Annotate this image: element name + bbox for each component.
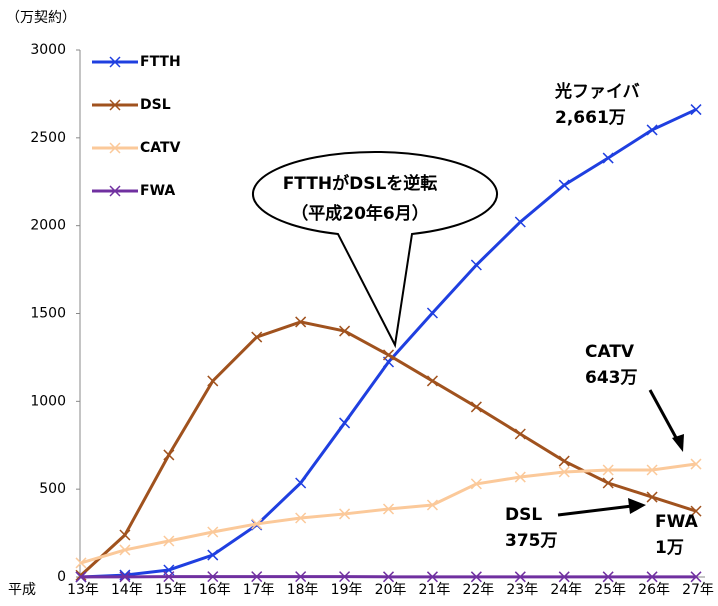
y-tick-label: 2500 bbox=[30, 130, 66, 146]
marker bbox=[427, 308, 437, 318]
x-tick-label: 21年 bbox=[419, 582, 451, 598]
marker bbox=[559, 180, 569, 190]
annotation: CATV bbox=[585, 342, 635, 362]
legend-label: FTTH bbox=[140, 54, 181, 70]
x-tick-label: 27年 bbox=[682, 582, 714, 598]
legend-label: FWA bbox=[140, 183, 175, 199]
y-tick-label: 1000 bbox=[30, 393, 66, 409]
x-tick-label: 17年 bbox=[243, 582, 275, 598]
arrow-head bbox=[628, 498, 646, 514]
arrow bbox=[558, 506, 632, 515]
marker bbox=[515, 217, 525, 227]
x-tick-label: 24年 bbox=[550, 582, 582, 598]
annotation: 2,661万 bbox=[555, 108, 626, 128]
x-tick-label: 18年 bbox=[287, 582, 319, 598]
x-tick-label: 16年 bbox=[199, 582, 231, 598]
x-prefix: 平成 bbox=[8, 582, 36, 598]
y-tick-label: 0 bbox=[57, 569, 66, 585]
x-tick-label: 26年 bbox=[638, 582, 670, 598]
y-tick-label: 1500 bbox=[30, 306, 66, 322]
annotation: 光ファイバ bbox=[554, 81, 640, 102]
annotation: FWA bbox=[655, 512, 699, 532]
x-tick-label: 25年 bbox=[594, 582, 626, 598]
legend-label: CATV bbox=[140, 140, 181, 156]
marker bbox=[427, 376, 437, 386]
marker bbox=[384, 350, 394, 360]
marker bbox=[76, 570, 86, 580]
x-tick-label: 20年 bbox=[375, 582, 407, 598]
marker bbox=[471, 260, 481, 270]
x-tick-label: 15年 bbox=[155, 582, 187, 598]
x-tick-label: 14年 bbox=[111, 582, 143, 598]
marker bbox=[559, 456, 569, 466]
y-tick-label: 500 bbox=[39, 481, 66, 497]
marker bbox=[471, 402, 481, 412]
marker bbox=[208, 376, 218, 386]
legend-label: DSL bbox=[140, 97, 171, 113]
annotation: 643万 bbox=[585, 368, 638, 388]
marker bbox=[120, 530, 130, 540]
annotation: DSL bbox=[505, 505, 542, 525]
annotation: 1万 bbox=[655, 538, 684, 558]
x-tick-label: 19年 bbox=[331, 582, 363, 598]
marker bbox=[515, 429, 525, 439]
marker bbox=[340, 418, 350, 428]
arrow bbox=[650, 390, 680, 445]
callout-text: （平成20年6月） bbox=[291, 203, 429, 224]
y-tick-label: 3000 bbox=[30, 42, 66, 58]
marker bbox=[296, 478, 306, 488]
y-unit-label: （万契約） bbox=[6, 10, 76, 26]
callout-text: FTTHがDSLを逆転 bbox=[283, 173, 438, 194]
x-tick-label: 22年 bbox=[462, 582, 494, 598]
marker bbox=[164, 450, 174, 460]
x-tick-label: 13年 bbox=[67, 582, 99, 598]
marker bbox=[603, 153, 613, 163]
y-tick-label: 2000 bbox=[30, 218, 66, 234]
annotation: 375万 bbox=[505, 531, 558, 551]
x-tick-label: 23年 bbox=[506, 582, 538, 598]
